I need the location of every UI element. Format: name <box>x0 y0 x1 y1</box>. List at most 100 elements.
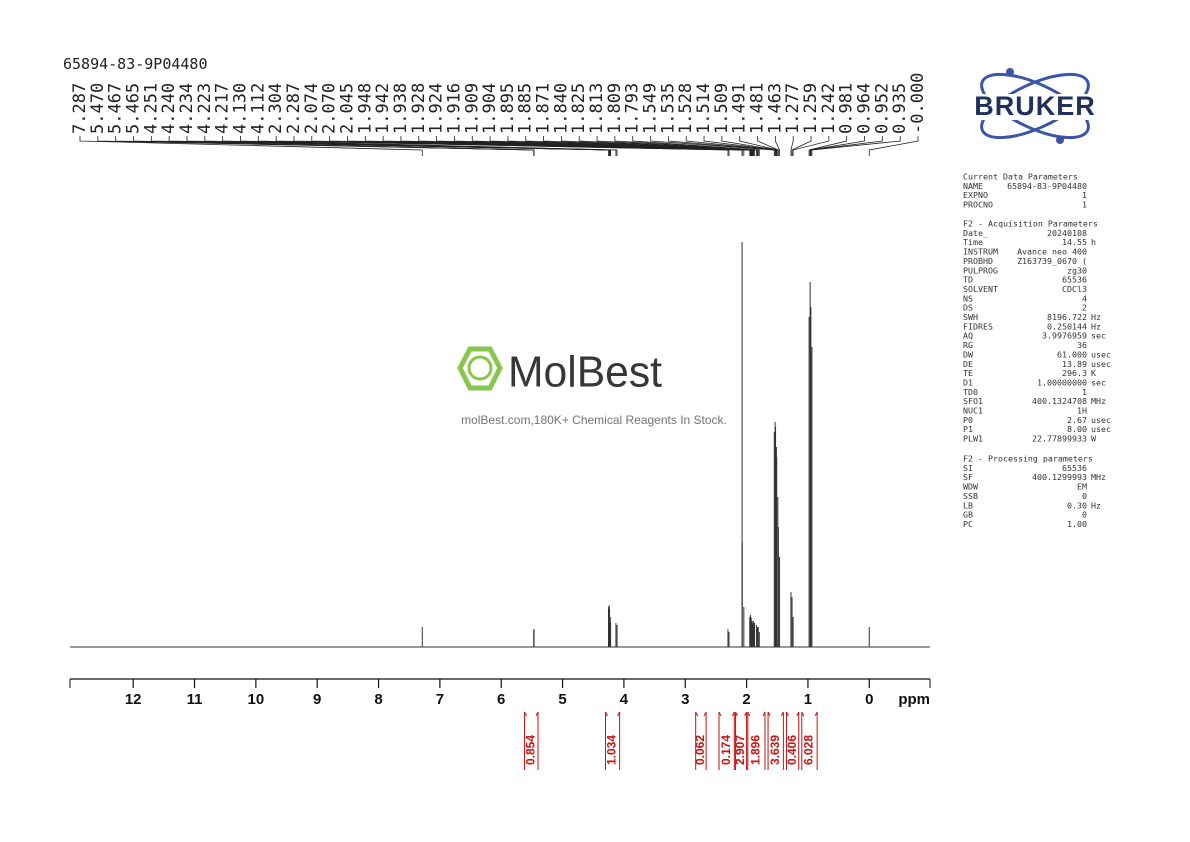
peak-connector <box>809 136 865 156</box>
parameter-name: INSTRUM <box>963 247 998 257</box>
peak-label: 1.895 <box>498 83 518 134</box>
integral-bracket <box>695 711 707 770</box>
parameter-value: 1 <box>1082 387 1087 397</box>
parameter-name: PLW1 <box>963 434 983 444</box>
parameter-value: 400.1299993 <box>1032 472 1087 482</box>
parameter-value: 22.77899933 <box>1032 434 1087 444</box>
parameter-name: PROBHD <box>963 256 993 266</box>
parameter-value: Z163739_0670 ( <box>1017 256 1087 266</box>
x-tick-label: 10 <box>248 691 265 708</box>
integral-bracket <box>785 711 800 770</box>
peak-label: 1.509 <box>712 83 732 134</box>
peak-label: 1.549 <box>641 83 661 134</box>
peak-connector <box>810 136 883 156</box>
parameter-name: SOLVENT <box>963 284 998 294</box>
logo-orbit <box>980 72 1090 140</box>
parameter-value: 20240108 <box>1047 228 1087 238</box>
integral-bracket <box>801 711 818 770</box>
watermark-tagline: molBest.com,180K+ Chemical Reagents In S… <box>461 413 727 427</box>
peak-label: -0.000 <box>908 73 928 134</box>
x-axis-label: ppm <box>898 691 930 708</box>
peak-label: 1.809 <box>605 83 625 134</box>
peak-label: 1.924 <box>427 83 447 134</box>
parameter-value: 65536 <box>1062 463 1087 473</box>
parameter-value: 65536 <box>1062 275 1087 285</box>
integral-value: 0.062 <box>693 735 707 765</box>
parameter-value: 400.1324708 <box>1032 396 1087 406</box>
parameter-value: 2 <box>1082 303 1087 313</box>
watermark: MolBest molBest.com,180K+ Chemical Reage… <box>457 346 727 427</box>
x-tick-label: 9 <box>313 691 321 708</box>
peak-label: 1.535 <box>658 83 678 134</box>
x-tick-label: 12 <box>125 691 142 708</box>
parameter-section-title: Current Data Parameters <box>963 172 1078 182</box>
parameter-value: 1 <box>1082 200 1087 210</box>
x-tick-label: 4 <box>620 691 629 708</box>
watermark-ring <box>467 355 493 381</box>
peak-connector <box>543 136 755 156</box>
integral-bracket <box>735 711 748 770</box>
parameter-value: CDCl3 <box>1062 284 1087 294</box>
peak-connector <box>133 136 535 156</box>
parameter-unit: K <box>1091 368 1096 378</box>
integral-bracket <box>767 711 784 770</box>
parameter-value: EM <box>1077 482 1087 492</box>
parameter-unit: sec <box>1091 377 1106 387</box>
parameter-value: 1.00000000 <box>1037 377 1087 387</box>
peak-connector <box>667 136 776 156</box>
integral-value: 0.406 <box>785 735 799 765</box>
peak-connector <box>811 136 901 156</box>
parameter-unit: h <box>1091 237 1096 247</box>
x-tick-label: 5 <box>558 691 566 708</box>
parameter-name: P0 <box>963 415 973 425</box>
peak-label: 4.234 <box>177 83 197 134</box>
parameter-value: 14.55 <box>1062 237 1087 247</box>
parameter-name: WDW <box>963 482 978 492</box>
watermark-hexagon <box>457 346 503 391</box>
integral-value: 1.034 <box>605 735 619 765</box>
parameter-name: Date_ <box>963 228 988 238</box>
parameter-name: SF <box>963 472 973 482</box>
peak-label: 5.465 <box>123 83 143 134</box>
peak-label: 0.935 <box>890 83 910 134</box>
peak-label: 1.793 <box>623 83 643 134</box>
peak-label: 4.217 <box>213 83 233 134</box>
logo-text: BRUKER <box>974 91 1096 121</box>
peak-label: 1.948 <box>355 83 375 134</box>
peak-label: 1.885 <box>516 83 536 134</box>
peak-label: 7.287 <box>70 83 90 134</box>
peak-label: 4.251 <box>141 83 161 134</box>
peak-label: 1.928 <box>409 83 429 134</box>
parameter-unit: Hz <box>1091 312 1101 322</box>
parameter-name: NS <box>963 293 973 303</box>
parameter-value: 1.00 <box>1067 519 1087 529</box>
parameter-name: GB <box>963 510 973 520</box>
parameter-name: PC <box>963 519 973 529</box>
integral-bracket <box>524 711 539 770</box>
x-tick-label: 2 <box>742 691 750 708</box>
peak-label: 2.070 <box>320 83 340 134</box>
peak-label: 1.259 <box>801 83 821 134</box>
peak-label: 1.938 <box>391 83 411 134</box>
parameter-value: 61.000 <box>1057 349 1087 359</box>
parameter-name: NAME <box>963 181 983 191</box>
integral-value: 0.174 <box>719 735 733 765</box>
parameter-name: PULPROG <box>963 265 998 275</box>
peak-label: 1.909 <box>462 83 482 134</box>
peak-label: 4.112 <box>248 83 268 134</box>
peak-connector <box>757 136 779 156</box>
peak-connector <box>721 136 778 156</box>
parameter-name: SWH <box>963 312 978 322</box>
peak-connector <box>774 136 780 156</box>
parameter-name: TD0 <box>963 387 978 397</box>
parameter-name: SI <box>963 463 973 473</box>
peak-connector <box>791 136 812 156</box>
peak-connector <box>808 136 848 156</box>
integral-bracket <box>605 711 621 770</box>
integral-value: 6.028 <box>802 735 816 765</box>
logo-dot <box>1056 136 1064 144</box>
parameter-value: zg30 <box>1067 265 1087 275</box>
x-tick-label: 0 <box>865 691 873 708</box>
parameter-unit: sec <box>1091 331 1106 341</box>
parameter-value: 36 <box>1077 340 1087 350</box>
